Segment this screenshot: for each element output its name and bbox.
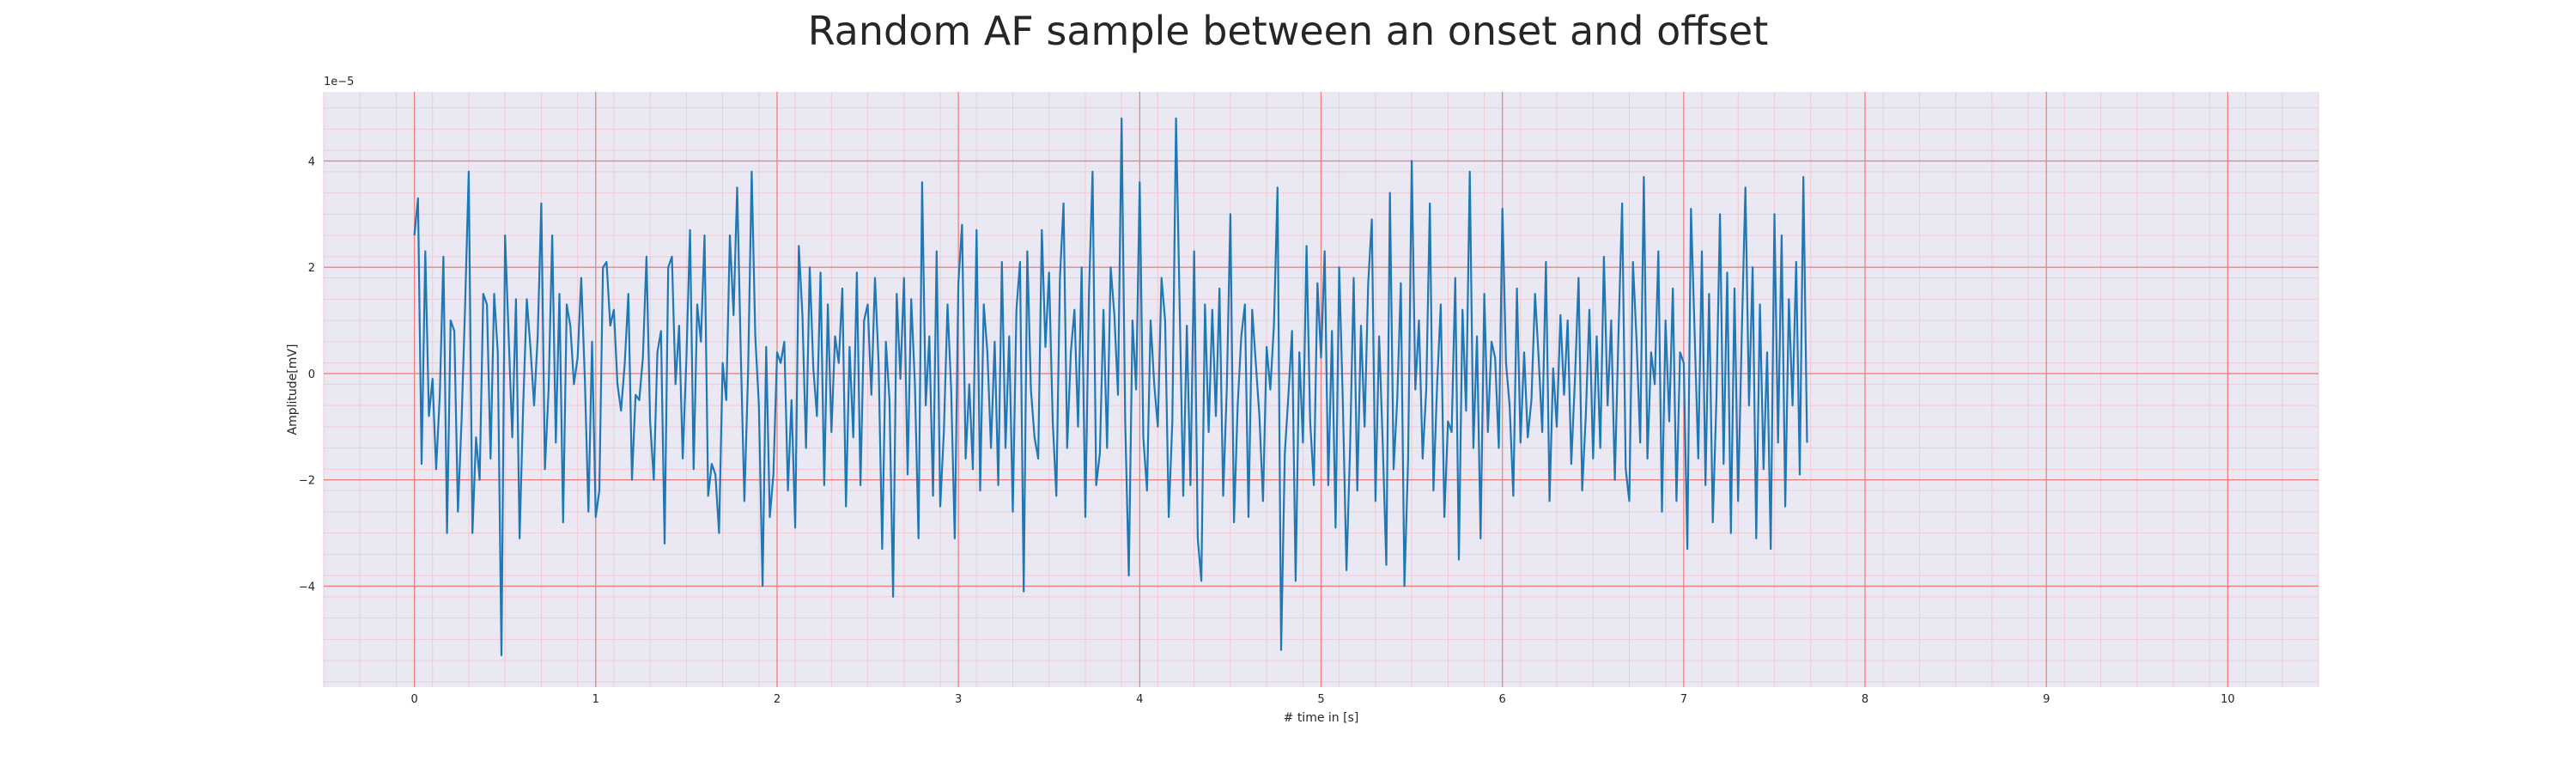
y-tick-label: 0: [308, 368, 315, 381]
x-tick-label: 2: [774, 693, 781, 706]
y-axis-label: Amplitude[mV]: [286, 344, 300, 435]
x-tick-label: 10: [2221, 693, 2235, 706]
x-tick-label: 7: [1680, 693, 1687, 706]
x-tick-label: 9: [2043, 693, 2050, 706]
x-tick-label: 5: [1317, 693, 1324, 706]
y-tick-label: 2: [308, 262, 315, 275]
x-axis-ticks: 0 1 2 3 4 5 6 7 8 9 10: [410, 693, 2234, 706]
x-tick-label: 1: [592, 693, 599, 706]
y-tick-label: −4: [299, 581, 315, 593]
y-tick-label: −2: [299, 475, 315, 488]
y-axis-offset-label: 1e−5: [324, 76, 354, 88]
x-tick-label: 3: [955, 693, 962, 706]
x-tick-label: 0: [410, 693, 417, 706]
y-axis-ticks: −4 −2 0 2 4: [299, 155, 315, 593]
x-axis-label: # time in [s]: [1284, 711, 1359, 725]
plot-area: [323, 92, 2319, 687]
x-tick-label: 8: [1862, 693, 1868, 706]
chart-title: Random AF sample between an onset and of…: [808, 8, 1769, 54]
x-tick-label: 4: [1136, 693, 1143, 706]
x-tick-label: 6: [1499, 693, 1506, 706]
y-tick-label: 4: [308, 155, 315, 168]
series-line-af-sample: [413, 117, 1808, 656]
